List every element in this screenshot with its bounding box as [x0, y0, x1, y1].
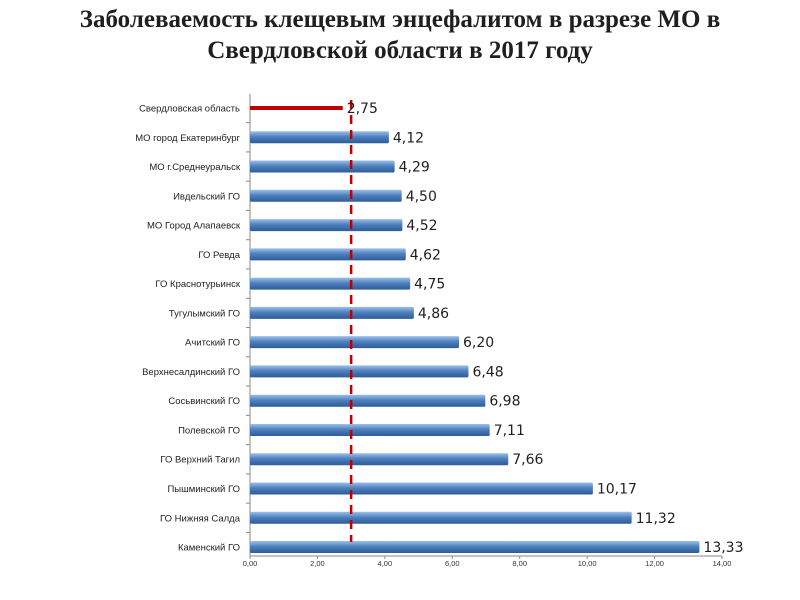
category-label: МО Город Алапаевск — [147, 221, 241, 232]
category-label: Каменский ГО — [178, 543, 240, 554]
value-label: 4,52 — [406, 218, 437, 234]
value-label: 4,86 — [418, 306, 449, 322]
value-label: 4,12 — [393, 130, 424, 146]
x-tick-label: 10,00 — [578, 559, 597, 568]
value-label: 2,75 — [347, 101, 378, 117]
category-label: Ачитский ГО — [185, 338, 240, 349]
category-label: Сосьвинский ГО — [168, 396, 240, 407]
bar — [250, 423, 490, 436]
bar — [250, 453, 509, 466]
bar — [250, 365, 469, 378]
bar — [250, 482, 593, 495]
category-label: МО город Екатеринбург — [135, 133, 240, 144]
x-tick-label: 14,00 — [713, 559, 732, 568]
value-label: 10,17 — [597, 482, 637, 498]
category-labels: Свердловская область МО город Екатеринбур… — [135, 104, 241, 554]
category-label: Полевской ГО — [178, 425, 240, 436]
value-label: 6,98 — [489, 394, 520, 410]
x-tick-label: 0,00 — [243, 559, 258, 568]
category-label: ГО Нижняя Салда — [160, 513, 241, 524]
bar — [250, 306, 414, 319]
value-label: 4,75 — [414, 277, 445, 293]
x-tick-label: 8,00 — [512, 559, 527, 568]
x-tick-labels: 0,00 2,00 4,00 6,00 8,00 10,00 12,00 14,00 — [243, 559, 732, 568]
category-label: Ивдельский ГО — [173, 191, 240, 202]
x-tick-label: 4,00 — [378, 559, 393, 568]
value-label: 4,29 — [399, 160, 430, 176]
value-label: 7,11 — [494, 423, 525, 439]
bar — [250, 277, 411, 290]
category-label: Свердловская область — [139, 104, 240, 115]
category-label: ГО Верхний Тагил — [160, 455, 240, 466]
category-label: Тугулымский ГО — [169, 308, 240, 319]
bar — [250, 160, 395, 173]
x-tick-label: 2,00 — [310, 559, 325, 568]
value-label: 4,62 — [410, 247, 441, 263]
category-label: Пышминский ГО — [167, 484, 240, 495]
bar — [250, 336, 460, 349]
chart-bars — [250, 106, 700, 554]
value-label: 6,48 — [472, 364, 503, 380]
value-label: 6,20 — [463, 335, 494, 351]
value-label: 4,50 — [406, 189, 437, 205]
bar — [250, 511, 632, 524]
bar — [250, 219, 403, 232]
category-label: МО г.Среднеуральск — [149, 162, 241, 173]
value-label: 7,66 — [512, 452, 543, 468]
category-label: ГО Ревда — [198, 250, 240, 261]
bar — [250, 394, 486, 407]
value-labels: 2,75 4,12 4,29 4,50 4,52 4,62 4,75 4,86 6,20 6,48… — [347, 101, 744, 556]
bar — [250, 541, 700, 554]
category-label: Верхнесалдинский ГО — [142, 367, 240, 378]
value-label: 11,32 — [636, 511, 676, 527]
x-tick-label: 6,00 — [445, 559, 460, 568]
bar-highlight — [250, 106, 343, 110]
category-label: ГО Краснотурьинск — [155, 279, 240, 290]
chart-title: Заболеваемость клещевым энцефалитом в ра… — [79, 6, 721, 64]
bar — [250, 189, 402, 202]
value-label: 13,33 — [703, 540, 743, 556]
bar — [250, 131, 389, 144]
x-tick-label: 12,00 — [645, 559, 664, 568]
bar — [250, 248, 406, 261]
